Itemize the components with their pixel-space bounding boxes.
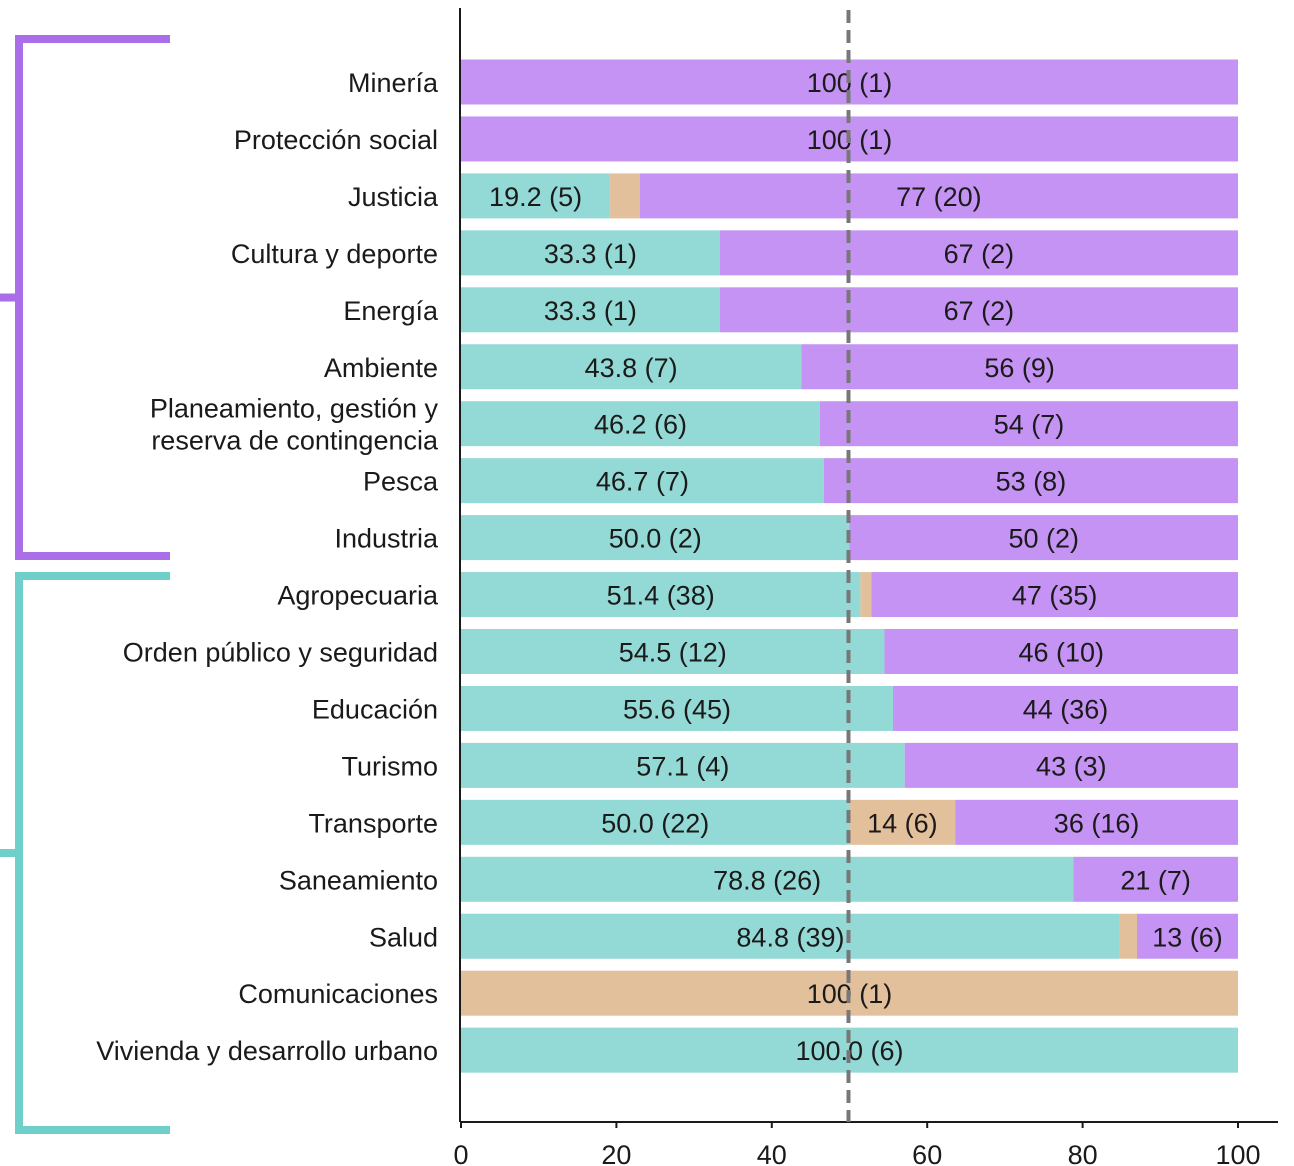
group-bracket-purple <box>0 35 170 560</box>
category-labels: Minería Protección social Justicia Cultura … <box>96 68 439 1066</box>
category-label: Energía <box>343 296 439 326</box>
category-label: Saneamiento <box>279 865 438 895</box>
group-brackets <box>0 35 170 1134</box>
category-label: Salud <box>369 922 438 952</box>
data-label: 43 (3) <box>1036 751 1107 781</box>
axes-layer <box>459 8 1278 1123</box>
data-label: 33.3 (1) <box>544 296 637 326</box>
category-label: Protección social <box>234 125 438 155</box>
category-label: Comunicaciones <box>238 979 438 1009</box>
x-tick-label: 20 <box>601 1140 631 1166</box>
bar-segment <box>1119 913 1137 959</box>
bar-segment <box>610 173 640 219</box>
bar-segment <box>719 287 1238 333</box>
data-label: 67 (2) <box>944 239 1015 269</box>
bar-segment <box>719 230 1238 276</box>
bar-segment <box>904 742 1238 788</box>
bar-segment <box>461 515 850 561</box>
bar-segment <box>893 685 1238 731</box>
data-label: 67 (2) <box>944 296 1015 326</box>
bar-segment <box>1136 913 1238 959</box>
category-label: Vivienda y desarrollo urbano <box>96 1036 438 1066</box>
bar-segment <box>461 629 885 674</box>
x-tick-label: 80 <box>1068 1140 1098 1166</box>
data-label: 33.3 (1) <box>544 239 637 269</box>
data-label: 46.2 (6) <box>594 410 687 440</box>
x-tick-label: 100 <box>1215 1140 1260 1166</box>
bar-segment <box>461 742 905 788</box>
category-label: reserva de contingencia <box>151 426 439 456</box>
x-tick-labels: 0 20 40 60 80 100 <box>453 1122 1261 1166</box>
bar-segment <box>461 572 861 618</box>
bars-layer: 100 (1)100 (1)19.2 (5) 77 (20)33.3 (1) 67 … <box>461 59 1238 1073</box>
data-label: 57.1 (4) <box>636 751 729 781</box>
data-label: 36 (16) <box>1054 808 1140 838</box>
category-label: Pesca <box>363 467 439 497</box>
category-label: Planeamiento, gestión y <box>150 394 439 424</box>
category-label: Ambiente <box>324 353 438 383</box>
bar-segment <box>461 230 720 276</box>
x-tick-label: 40 <box>757 1140 787 1166</box>
data-label: 77 (20) <box>896 182 982 212</box>
bar-segment <box>461 856 1074 902</box>
data-label: 51.4 (38) <box>607 581 715 611</box>
category-label: Minería <box>348 68 439 98</box>
data-label: 78.8 (26) <box>713 865 821 895</box>
data-label: 53 (8) <box>996 467 1067 497</box>
bar-segment <box>871 572 1238 618</box>
data-label: 21 (7) <box>1120 865 1191 895</box>
data-label: 14 (6) <box>867 808 938 838</box>
data-label: 50.0 (2) <box>609 524 702 554</box>
bar-segment <box>1073 856 1238 902</box>
bar-segment <box>461 458 824 504</box>
group-bracket-teal <box>0 572 170 1134</box>
data-label: 46 (10) <box>1018 638 1104 668</box>
category-label: Transporte <box>308 808 438 838</box>
data-label: 54 (7) <box>994 410 1065 440</box>
category-label: Industria <box>334 524 439 554</box>
data-label: 56 (9) <box>984 353 1055 383</box>
category-label: Educación <box>312 694 438 724</box>
bar-segment <box>884 629 1238 674</box>
category-label: Turismo <box>341 751 438 781</box>
bar-segment <box>461 685 894 731</box>
data-label: 50.0 (22) <box>601 808 709 838</box>
data-label: 84.8 (39) <box>736 922 844 952</box>
bar-segment <box>801 344 1238 390</box>
x-tick-label: 60 <box>912 1140 942 1166</box>
bar-segment <box>639 173 1238 219</box>
bar-segment <box>823 458 1238 504</box>
bar-segment <box>849 515 1238 561</box>
category-label: Justicia <box>348 182 439 212</box>
bar-segment <box>461 344 802 390</box>
bar-segment <box>461 799 850 845</box>
category-label: Agropecuaria <box>277 581 439 611</box>
category-label: Cultura y deporte <box>231 239 438 269</box>
data-label: 54.5 (12) <box>619 638 727 668</box>
bar-segment <box>461 287 720 333</box>
category-label: Orden público y seguridad <box>123 638 438 668</box>
bar-segment <box>849 799 956 845</box>
data-label: 47 (35) <box>1012 581 1098 611</box>
data-label: 13 (6) <box>1152 922 1223 952</box>
data-label: 55.6 (45) <box>623 694 731 724</box>
data-label: 46.7 (7) <box>596 467 689 497</box>
bar-segment <box>860 572 872 618</box>
bar-segment <box>461 401 820 447</box>
bar-segment <box>819 401 1238 447</box>
data-label: 19.2 (5) <box>489 182 582 212</box>
data-label: 44 (36) <box>1023 694 1109 724</box>
bar-segment <box>461 913 1120 959</box>
x-tick-label: 0 <box>453 1140 468 1166</box>
bar-segment <box>955 799 1238 845</box>
data-label: 43.8 (7) <box>585 353 678 383</box>
data-label: 50 (2) <box>1008 524 1079 554</box>
bar-segment <box>461 173 611 219</box>
